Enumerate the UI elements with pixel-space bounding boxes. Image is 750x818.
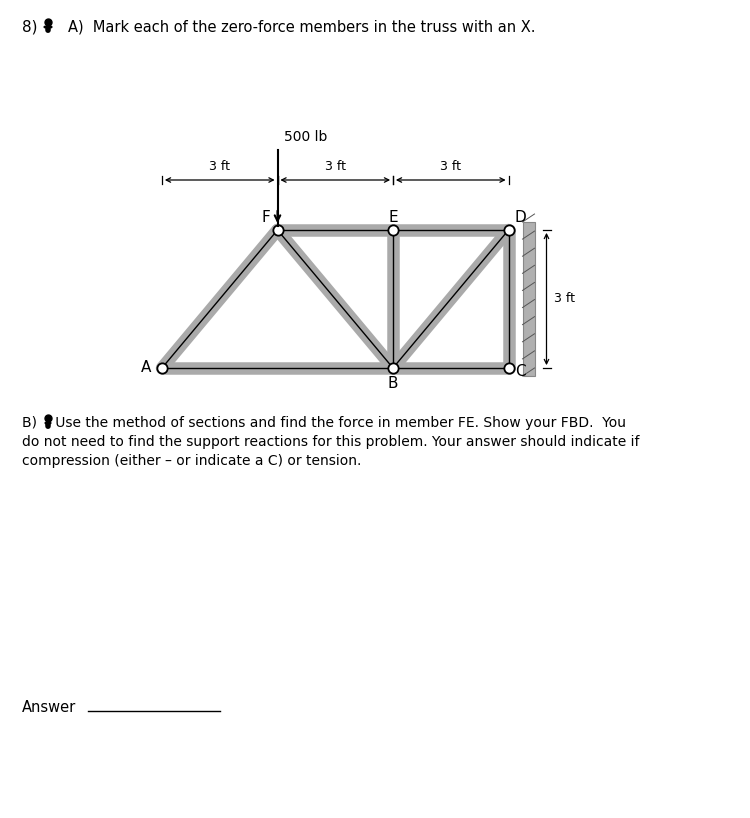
- Text: F: F: [261, 210, 270, 226]
- Point: [156, 362, 168, 375]
- Text: A: A: [141, 361, 152, 375]
- Text: E: E: [388, 210, 398, 226]
- Point: [42, 16, 54, 29]
- Text: 500 lb: 500 lb: [284, 130, 327, 144]
- Text: D: D: [514, 210, 526, 226]
- Text: B: B: [388, 376, 398, 392]
- Point: [503, 223, 515, 236]
- Point: [503, 362, 515, 375]
- Text: Answer: Answer: [22, 700, 76, 716]
- Text: 3 ft: 3 ft: [440, 160, 461, 173]
- Point: [42, 411, 54, 425]
- Text: 3 ft: 3 ft: [209, 160, 230, 173]
- Point: [387, 362, 399, 375]
- Text: A)  Mark each of the zero-force members in the truss with an X.: A) Mark each of the zero-force members i…: [68, 20, 536, 34]
- Text: C: C: [515, 365, 526, 380]
- Text: do not need to find the support reactions for this problem. Your answer should i: do not need to find the support reaction…: [22, 435, 640, 449]
- Point: [272, 223, 284, 236]
- Text: 8): 8): [22, 20, 38, 34]
- Text: 3 ft: 3 ft: [554, 293, 575, 305]
- Text: 3 ft: 3 ft: [325, 160, 346, 173]
- Text: compression (either – or indicate a C) or tension.: compression (either – or indicate a C) o…: [22, 454, 361, 468]
- Bar: [523, 222, 535, 376]
- Point: [387, 223, 399, 236]
- Text: B)  Use the method of sections and find the force in member FE. Show your FBD.  : B) Use the method of sections and find t…: [22, 416, 626, 430]
